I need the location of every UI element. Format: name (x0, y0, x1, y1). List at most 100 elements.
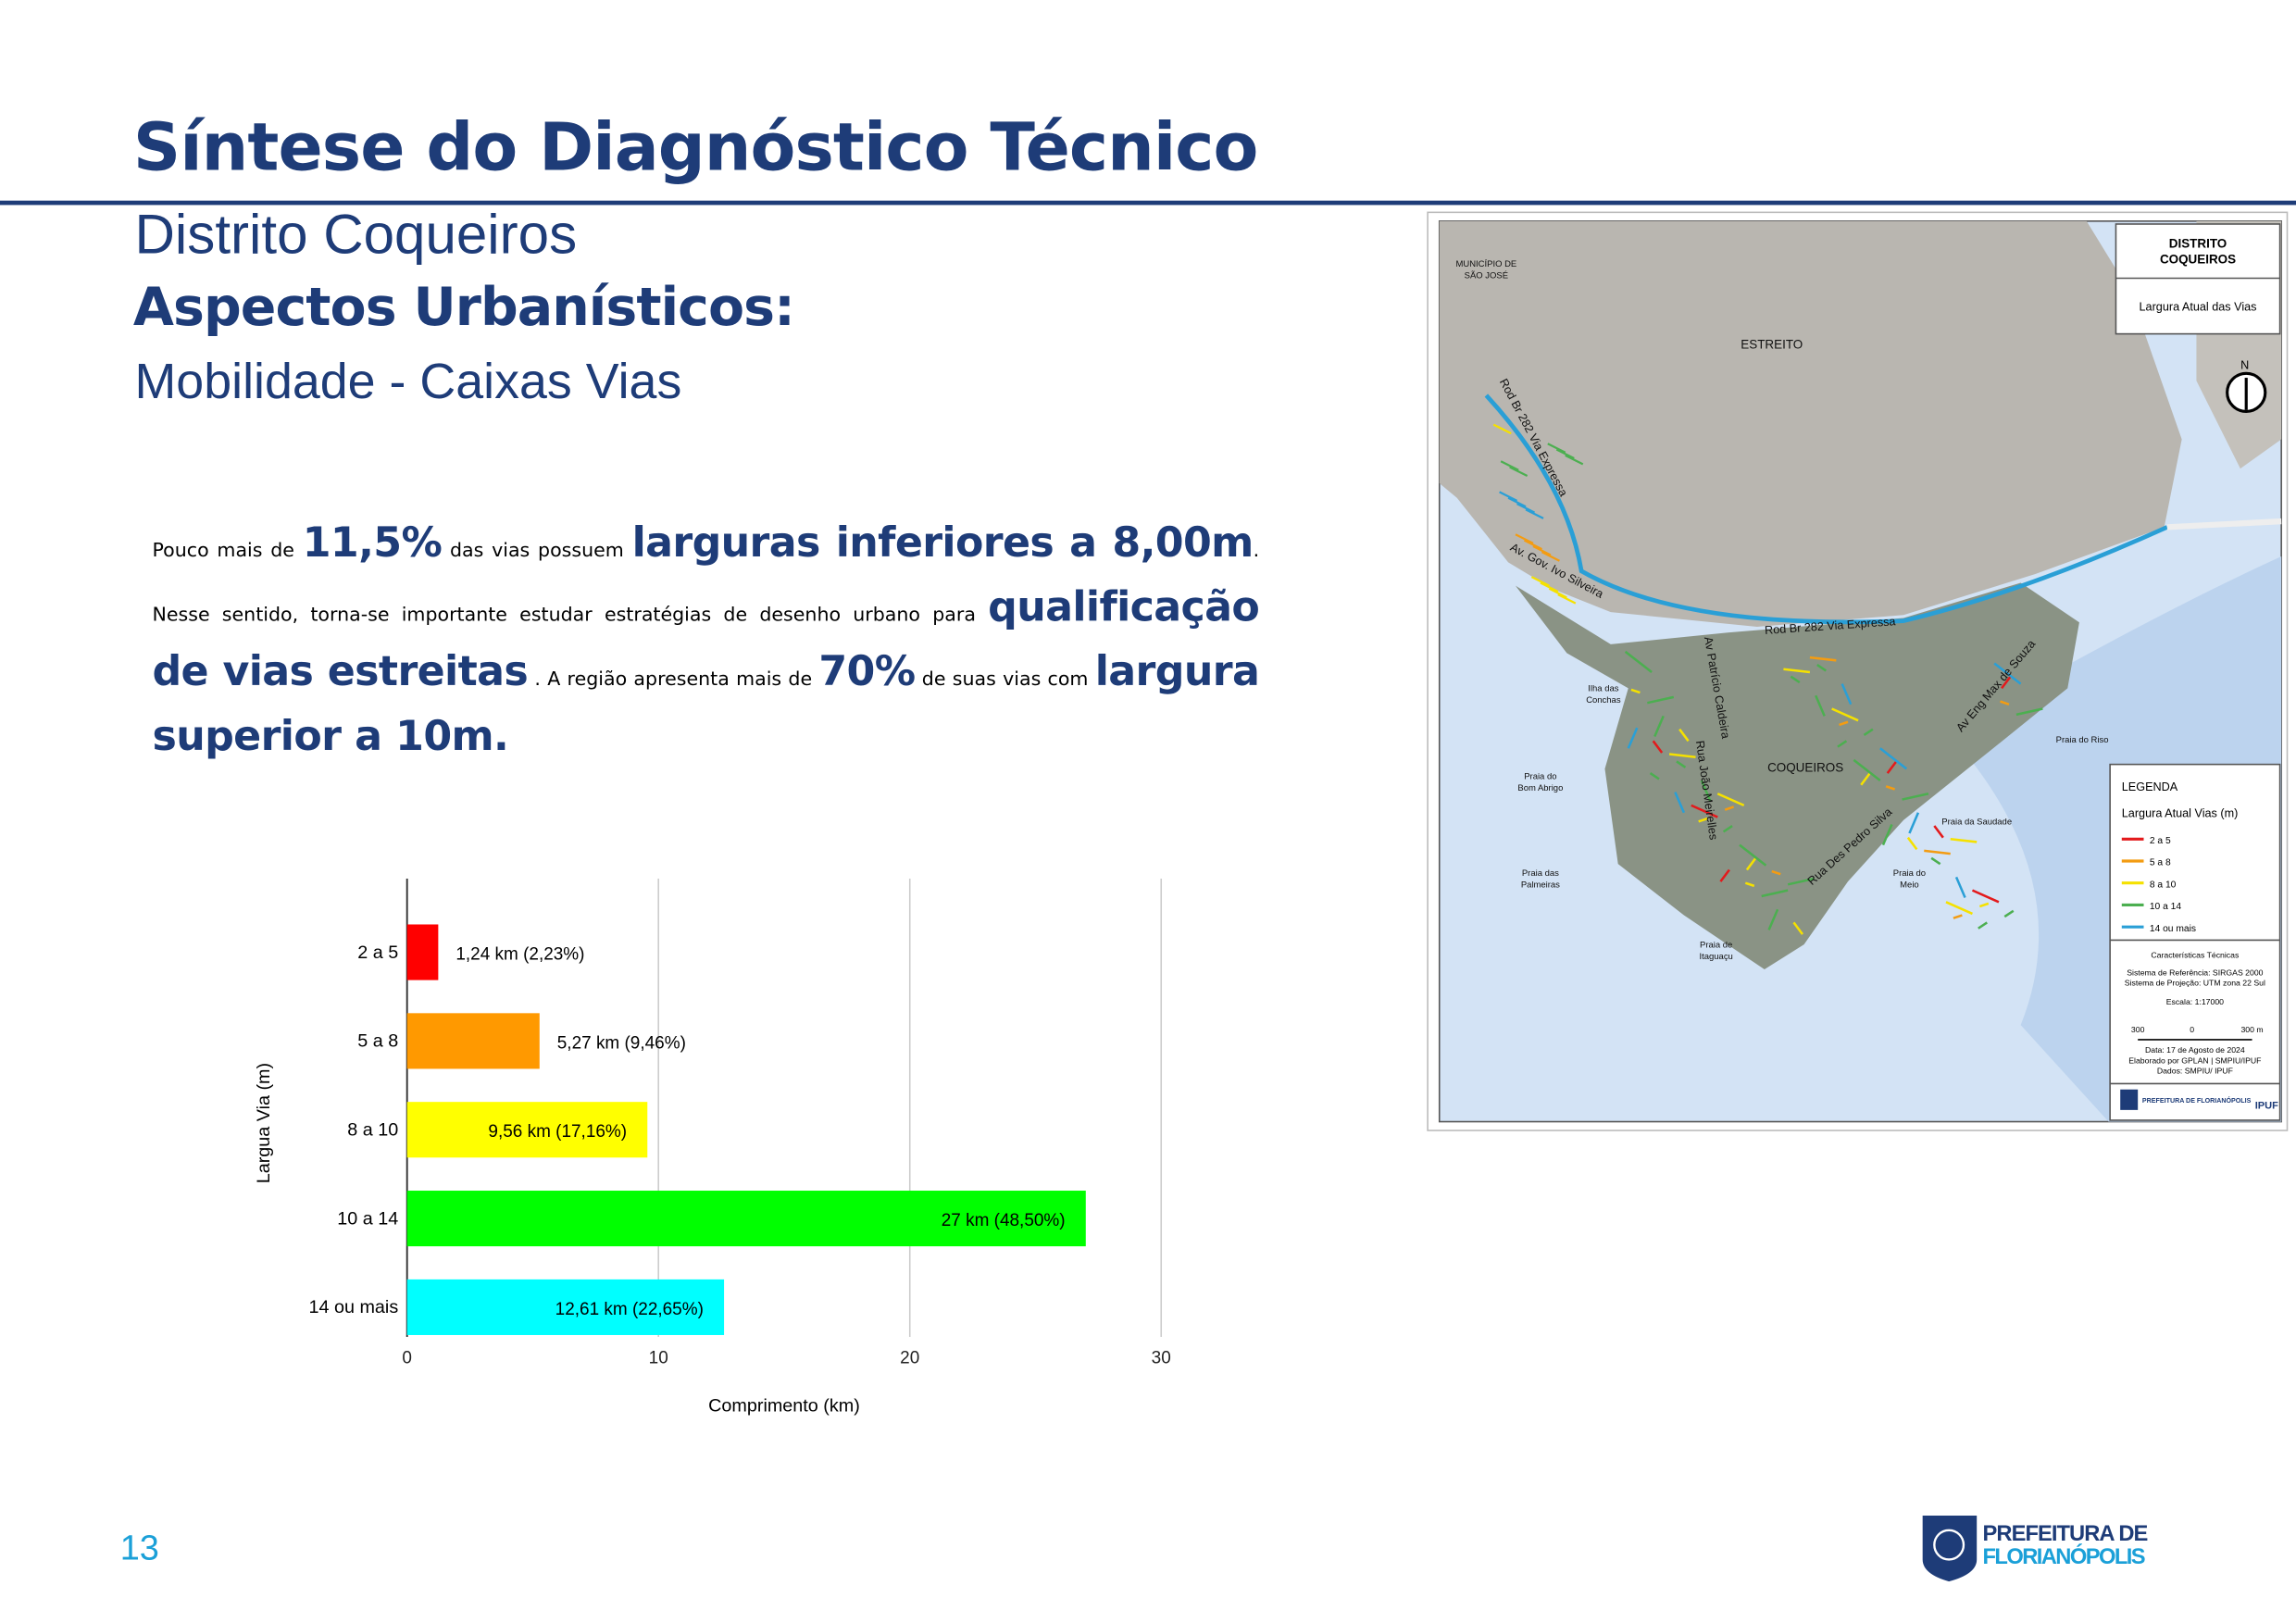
map-road (1978, 921, 1988, 930)
map-road (1853, 758, 1881, 782)
map-road (1516, 503, 1536, 514)
map-road (1523, 539, 1542, 551)
map-road (1548, 587, 1567, 599)
map-road (2000, 700, 2010, 705)
map-road (1739, 843, 1767, 867)
map-road (1668, 753, 1696, 758)
map-place: Bom Abrigo (1517, 783, 1563, 793)
map-title: DISTRITO (2169, 236, 2227, 250)
section: Aspectos Urbanísticos: (132, 278, 795, 339)
map-road (1815, 694, 1826, 717)
legend-label: 14 ou mais (2150, 924, 2196, 934)
title: Síntese do Diagnóstico Técnico (132, 108, 1259, 186)
map-road (1908, 812, 1920, 834)
map-road (1499, 491, 1518, 502)
map-place: COQUEIROS (1767, 761, 1843, 775)
map-road (1647, 695, 1675, 705)
map-road (1761, 889, 1789, 898)
category-label: 5 a 8 (357, 1031, 398, 1052)
x-tick-label: 30 (1152, 1348, 1171, 1367)
logo-mark (2120, 1089, 2139, 1110)
map-road (1547, 443, 1566, 454)
map-road (1525, 508, 1544, 519)
emphasis: qualificação de vias estreitas (152, 582, 1260, 696)
map-place: MUNICÍPIO DE (1455, 259, 1516, 269)
map-road (1837, 740, 1848, 748)
map-road (1674, 792, 1686, 814)
legend-label: 5 a 8 (2150, 858, 2171, 868)
map-place: SÃO JOSÉ (1465, 271, 1508, 281)
map-place: Meio (1900, 880, 1919, 890)
map-road (1954, 876, 1966, 899)
map-road (1507, 496, 1527, 508)
emphasis: largura superior a 10m. (152, 647, 1260, 760)
legend-label: 8 a 10 (2150, 880, 2177, 890)
map-place: Praia do Riso (2056, 735, 2109, 745)
value-label: 1,24 km (2,23%) (455, 944, 584, 964)
map-road (1500, 460, 1519, 471)
map-road (1691, 804, 1718, 818)
map-road (1950, 838, 1978, 843)
map-road (1902, 793, 1929, 801)
tech-text: Características Técnicas (2151, 950, 2240, 959)
category-label: 14 ou mais (309, 1297, 399, 1317)
credit-text: Data: 17 de Agosto de 2024 (2145, 1045, 2245, 1055)
map-place: Itaguaçu (1700, 952, 1733, 962)
map-road (1879, 747, 1908, 770)
x-tick-label: 10 (649, 1348, 668, 1367)
map-road (1678, 728, 1690, 743)
value-label: 9,56 km (17,16%) (488, 1122, 627, 1142)
value-label: 27 km (48,50%) (942, 1211, 1066, 1230)
text: das vias possuem (442, 540, 632, 563)
category-label: 2 a 5 (357, 943, 398, 963)
map-road (1839, 720, 1849, 727)
map-place: Palmeiras (1521, 880, 1560, 890)
credit-text: Dados: SMPIU/ IPUF (2157, 1066, 2233, 1075)
map-road (1767, 908, 1779, 930)
map-road (1809, 655, 1837, 662)
map-road (1816, 664, 1827, 672)
map-road (1719, 868, 1730, 882)
map-road (1886, 760, 1898, 774)
map-road (1627, 727, 1639, 749)
scale-label: 300 (2131, 1025, 2145, 1034)
map-road (1716, 793, 1745, 807)
text: Pouco mais de (152, 540, 303, 563)
bar (406, 1013, 540, 1069)
logo-emblem (1933, 1529, 1965, 1561)
map-road (1492, 423, 1512, 435)
map-road (1652, 740, 1664, 754)
x-axis-label: Comprimento (km) (708, 1396, 860, 1417)
tech-text: Sistema de Referência: SIRGAS 2000 (2127, 968, 2263, 977)
map-road (1860, 772, 1871, 786)
map-place: Praia do (1893, 868, 1926, 879)
map-road (1624, 650, 1653, 673)
text: . Nesse sentido, torna-se importante est… (152, 540, 1260, 627)
map-road (1953, 914, 1963, 919)
map-road (1565, 454, 1584, 466)
map-road (1787, 877, 1815, 886)
map-road (1881, 823, 1893, 846)
text: . A região apresenta mais de (528, 668, 819, 692)
bar (406, 1102, 648, 1158)
map-road (1532, 544, 1552, 556)
logo-shield (1922, 1515, 1978, 1582)
map-expressway (1484, 393, 2168, 625)
map-road (1530, 576, 1550, 587)
tech-text: Sistema de Projeção: UTM zona 22 Sul (2125, 978, 2265, 987)
map-logo: IPUF (2255, 1100, 2278, 1111)
subsection: Mobilidade - Caixas Vias (134, 354, 682, 410)
map-road (1885, 785, 1896, 791)
legend-label: 10 a 14 (2150, 902, 2182, 912)
map-road (1649, 772, 1660, 780)
map-road (1676, 760, 1687, 768)
emphasis: 70% (818, 647, 916, 696)
map-road (1924, 849, 1951, 855)
emphasis: 11,5% (302, 518, 443, 568)
map-road (1771, 869, 1781, 876)
paragraph: Pouco mais de 11,5% das vias possuem lar… (152, 516, 1259, 770)
map-road (1630, 688, 1641, 694)
bar (406, 1279, 725, 1335)
map-place: Conchas (1586, 695, 1621, 705)
